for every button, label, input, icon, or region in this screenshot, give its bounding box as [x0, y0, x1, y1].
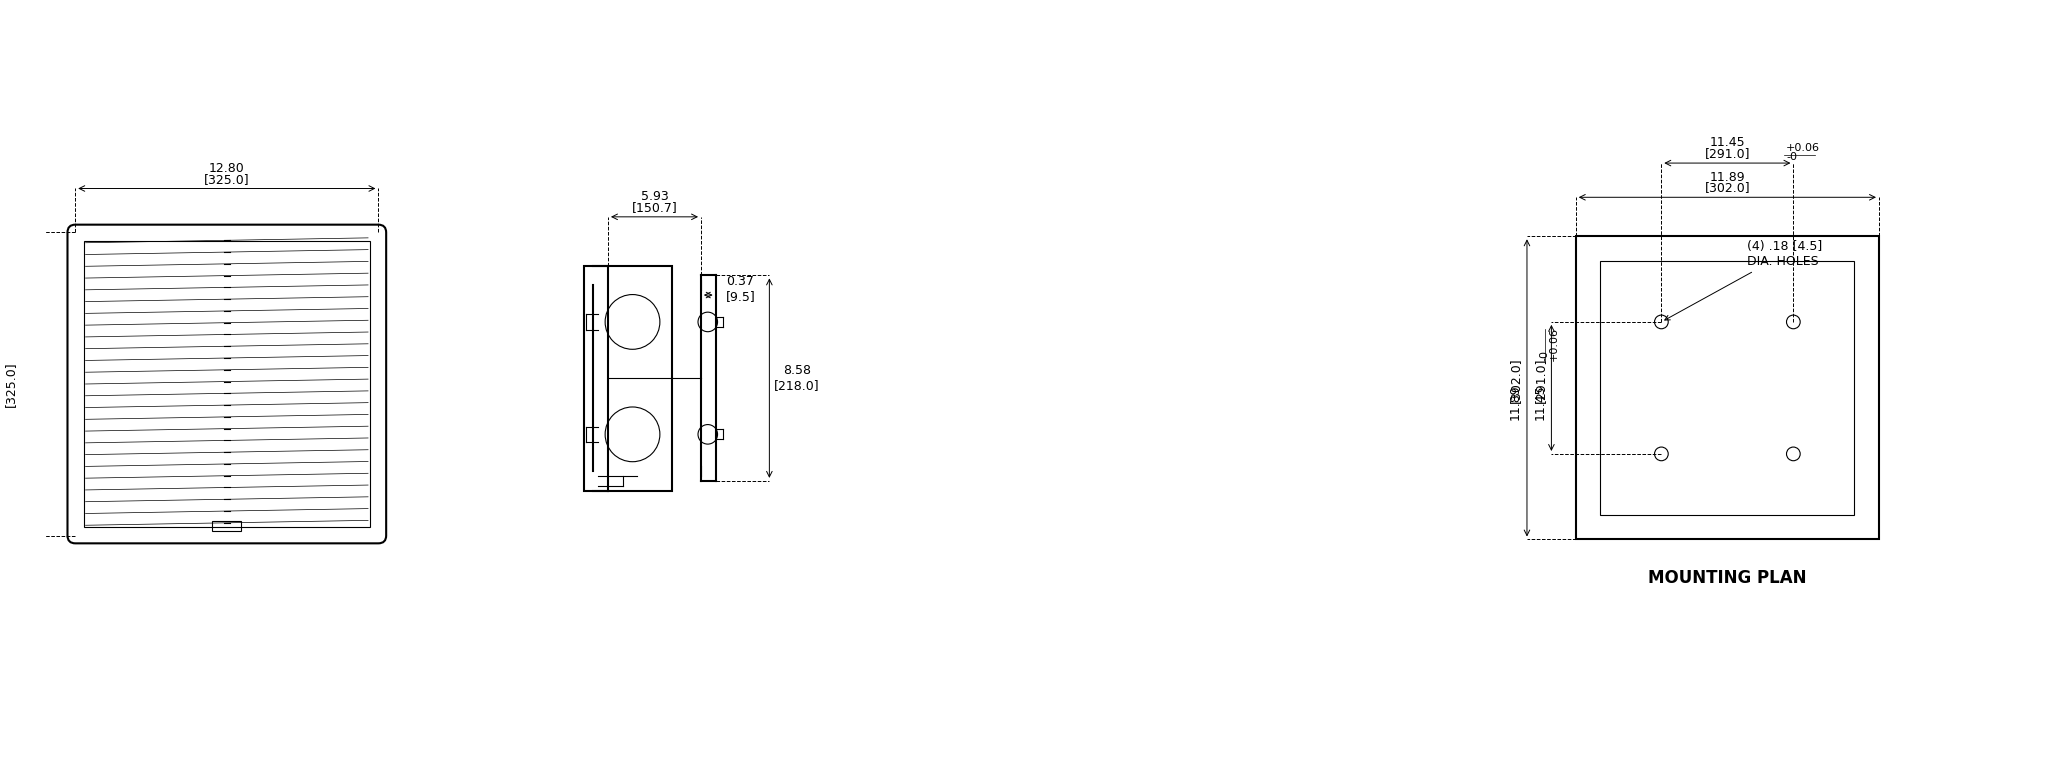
Text: 11.89: 11.89 — [1710, 170, 1745, 184]
Text: [291.0]: [291.0] — [1534, 357, 1546, 403]
Text: 11.45: 11.45 — [1534, 385, 1546, 420]
Text: 11.45: 11.45 — [1710, 137, 1745, 150]
FancyBboxPatch shape — [68, 225, 387, 543]
Text: [302.0]: [302.0] — [1509, 357, 1522, 403]
Text: 0.37
[9.5]: 0.37 [9.5] — [725, 276, 756, 303]
Bar — [584, 266, 672, 491]
Text: (4) .18 [4.5]
DIA. HOLES: (4) .18 [4.5] DIA. HOLES — [1665, 240, 1823, 320]
Text: [325.0]: [325.0] — [205, 173, 250, 186]
Bar — [84, 240, 371, 528]
Bar — [1599, 261, 1853, 515]
Text: 5.93: 5.93 — [641, 190, 668, 204]
Text: -0: -0 — [1786, 152, 1796, 162]
Text: +0.06: +0.06 — [1786, 144, 1821, 154]
Text: +0.06: +0.06 — [1548, 326, 1559, 360]
Text: 11.89: 11.89 — [1509, 385, 1522, 420]
Text: [302.0]: [302.0] — [1704, 181, 1751, 194]
Text: MOUNTING PLAN: MOUNTING PLAN — [1649, 569, 1806, 587]
Text: 12.80
[325.0]: 12.80 [325.0] — [0, 361, 16, 407]
Text: [150.7]: [150.7] — [631, 201, 678, 214]
Text: -0: -0 — [1540, 349, 1550, 360]
Text: [291.0]: [291.0] — [1704, 147, 1751, 161]
Text: 8.58
[218.0]: 8.58 [218.0] — [774, 364, 819, 392]
Bar — [213, 521, 242, 531]
Bar — [1575, 237, 1878, 539]
Text: 12.80: 12.80 — [209, 162, 244, 175]
